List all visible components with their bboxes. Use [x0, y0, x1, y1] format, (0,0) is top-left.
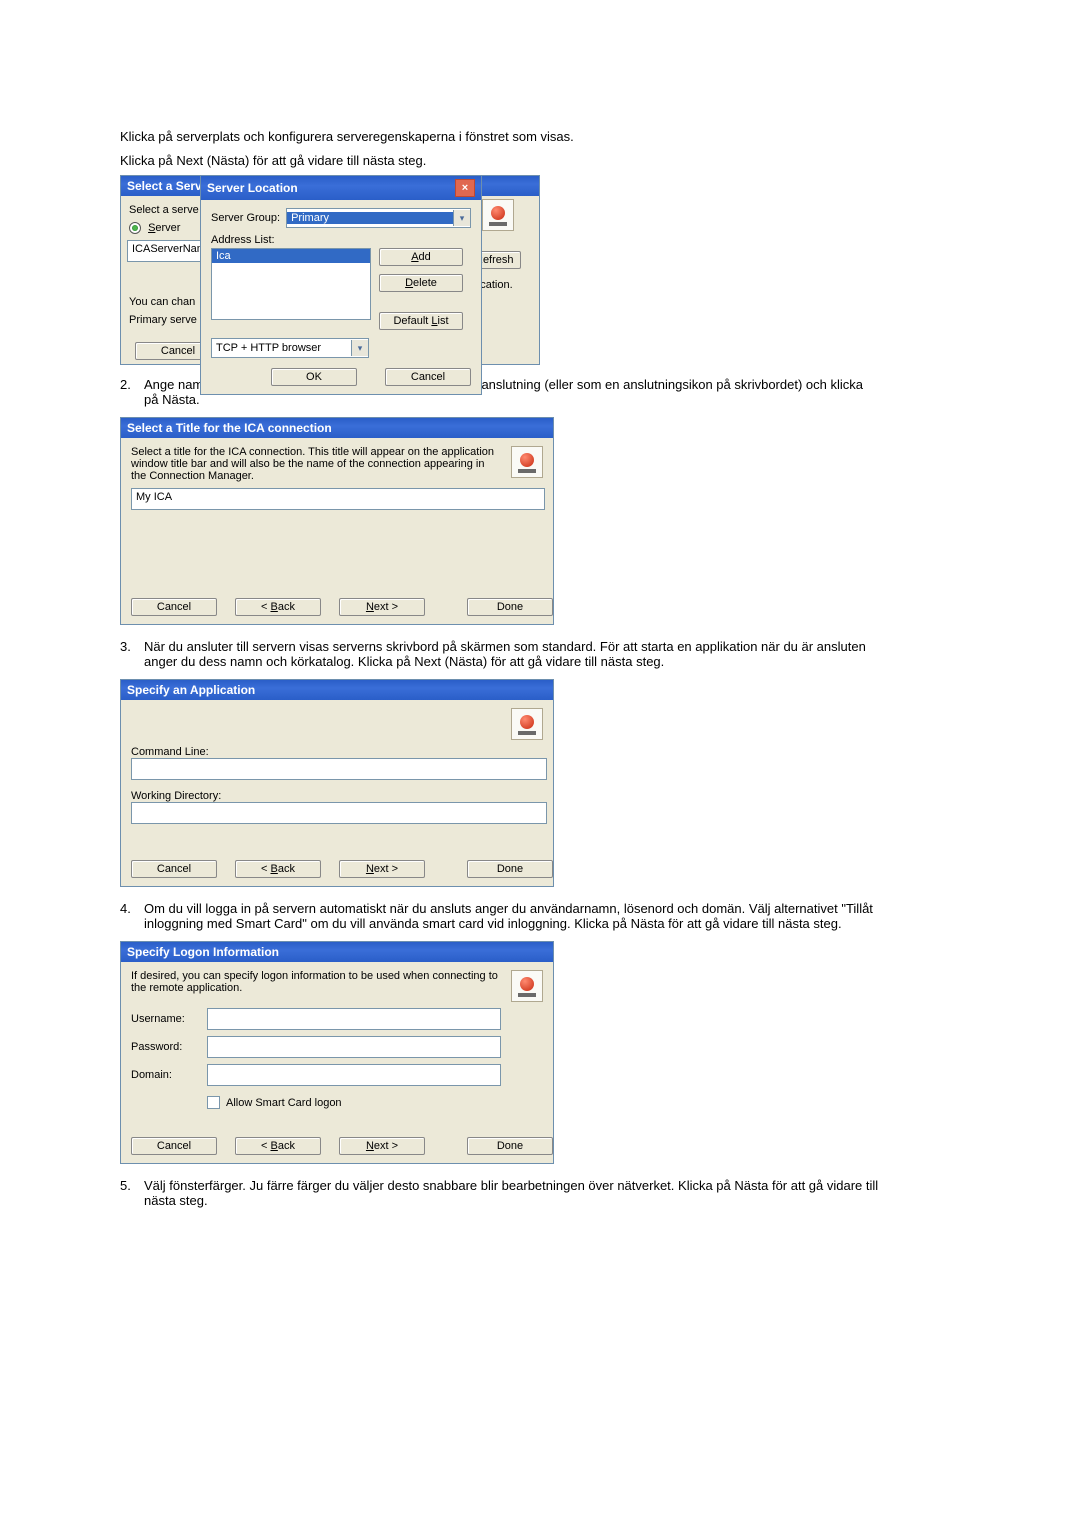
connection-icon: [511, 446, 543, 478]
document-page: Klicka på serverplats och konfigurera se…: [0, 0, 1080, 1528]
you-can-change-text: You can chan: [129, 296, 195, 308]
list-item[interactable]: Ica: [212, 249, 370, 263]
red-circle-icon: [516, 713, 538, 735]
dialog-footer: Cancel < Back Next > Done: [131, 1137, 543, 1155]
specify-logon-dialog: Specify Logon Information If desired, yo…: [120, 941, 554, 1164]
back-button[interactable]: < Back: [235, 860, 321, 878]
ica-server-name-input[interactable]: ICAServerNam: [127, 240, 211, 262]
dialog-titlebar: Specify Logon Information: [121, 942, 553, 962]
select-title-dialog: Select a Title for the ICA connection Se…: [120, 417, 554, 625]
domain-input[interactable]: [207, 1064, 501, 1086]
step-number: 5.: [120, 1178, 144, 1208]
done-button[interactable]: Done: [467, 860, 553, 878]
dialog-footer: Cancel < Back Next > Done: [131, 598, 543, 616]
protocol-dropdown[interactable]: TCP + HTTP browser ▾: [211, 338, 369, 358]
password-label: Password:: [131, 1041, 207, 1053]
connection-icon: [511, 708, 543, 740]
title-description: Select a title for the ICA connection. T…: [131, 446, 501, 482]
dialog-title: Select a Serv: [127, 179, 202, 193]
intro-line-1: Klicka på serverplats och konfigurera se…: [120, 128, 880, 146]
next-button[interactable]: Next >: [339, 860, 425, 878]
step-text: Om du vill logga in på servern automatis…: [144, 901, 880, 931]
cancel-button[interactable]: Cancel: [131, 860, 217, 878]
red-circle-icon: [516, 451, 538, 473]
dialog-footer: Cancel < Back Next > Done: [131, 860, 543, 878]
back-button[interactable]: < Back: [235, 598, 321, 616]
done-button[interactable]: Done: [467, 1137, 553, 1155]
cancel-button[interactable]: Cancel: [131, 598, 217, 616]
address-listbox[interactable]: Ica: [211, 248, 371, 320]
smart-card-checkbox[interactable]: Allow Smart Card logon: [207, 1096, 543, 1109]
title-input[interactable]: My ICA: [131, 488, 545, 510]
done-button[interactable]: Done: [467, 598, 553, 616]
connection-icon: [482, 199, 514, 231]
step-text: När du ansluter till servern visas serve…: [144, 639, 880, 669]
default-list-button[interactable]: Default List: [379, 312, 463, 330]
content-area: Klicka på serverplats och konfigurera se…: [0, 0, 970, 1254]
password-input[interactable]: [207, 1036, 501, 1058]
domain-label: Domain:: [131, 1069, 207, 1081]
step-number: 2.: [120, 377, 144, 407]
step-number: 3.: [120, 639, 144, 669]
server-group-dropdown[interactable]: Primary ▾: [286, 208, 471, 228]
server-location-dialog: Server Location × Server Group: Primary …: [200, 175, 482, 395]
checkbox-icon: [207, 1096, 220, 1109]
add-button[interactable]: Add: [379, 248, 463, 266]
dialog-title: Specify an Application: [127, 683, 255, 697]
red-circle-icon: [516, 975, 538, 997]
username-label: Username:: [131, 1013, 207, 1025]
step-4: 4. Om du vill logga in på servern automa…: [120, 901, 880, 931]
cancel-button[interactable]: Cancel: [131, 1137, 217, 1155]
smart-card-label: Allow Smart Card logon: [226, 1097, 342, 1109]
address-list-label: Address List:: [211, 234, 471, 246]
delete-button[interactable]: Delete: [379, 274, 463, 292]
connection-icon: [511, 970, 543, 1002]
next-button[interactable]: Next >: [339, 1137, 425, 1155]
step-5: 5. Välj fönsterfärger. Ju färre färger d…: [120, 1178, 880, 1208]
working-dir-label: Working Directory:: [131, 790, 543, 802]
username-input[interactable]: [207, 1008, 501, 1030]
logon-description: If desired, you can specify logon inform…: [131, 970, 501, 1002]
command-line-label: Command Line:: [131, 746, 543, 758]
step-text: Välj fönsterfärger. Ju färre färger du v…: [144, 1178, 880, 1208]
chevron-down-icon: ▾: [453, 210, 470, 226]
next-button[interactable]: Next >: [339, 598, 425, 616]
specify-application-dialog: Specify an Application Command Line: Wor…: [120, 679, 554, 887]
server-radio[interactable]: Server: [129, 222, 180, 234]
primary-server-text: Primary serve: [129, 314, 197, 326]
command-line-input[interactable]: [131, 758, 547, 780]
step-3: 3. När du ansluter till servern visas se…: [120, 639, 880, 669]
server-group-label: Server Group:: [211, 212, 280, 224]
cancel-button[interactable]: Cancel: [385, 368, 471, 386]
dialog-titlebar: Select a Title for the ICA connection: [121, 418, 553, 438]
working-dir-input[interactable]: [131, 802, 547, 824]
intro-line-2: Klicka på Next (Nästa) för att gå vidare…: [120, 152, 880, 170]
close-icon[interactable]: ×: [455, 179, 475, 197]
protocol-value: TCP + HTTP browser: [212, 342, 351, 354]
dialog-title: Select a Title for the ICA connection: [127, 421, 332, 435]
back-button[interactable]: < Back: [235, 1137, 321, 1155]
dialog-titlebar: Server Location ×: [201, 176, 481, 200]
dialog-titlebar: Specify an Application: [121, 680, 553, 700]
ok-button[interactable]: OK: [271, 368, 357, 386]
chevron-down-icon: ▾: [351, 340, 368, 356]
server-group-value: Primary: [287, 212, 453, 224]
dialog-title: Server Location: [207, 181, 298, 195]
step-number: 4.: [120, 901, 144, 931]
select-server-label: Select a serve: [129, 204, 199, 216]
dialog-title: Specify Logon Information: [127, 945, 279, 959]
radio-icon: [129, 222, 141, 234]
step1-dialog-composite: Select a Serv Select a serve Server ICAS…: [120, 175, 640, 363]
red-circle-icon: [487, 204, 509, 226]
